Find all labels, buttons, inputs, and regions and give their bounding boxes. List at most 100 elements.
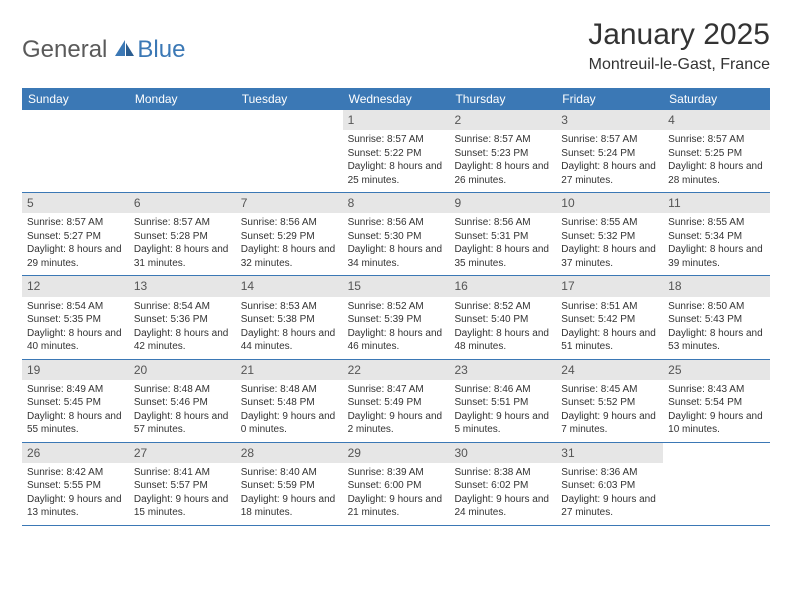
day-number: 18 <box>663 276 770 296</box>
day-number: 14 <box>236 276 343 296</box>
sunrise-line: Sunrise: 8:55 AM <box>561 216 658 230</box>
sunset-line: Sunset: 5:30 PM <box>348 230 445 244</box>
day-number: 30 <box>449 443 556 463</box>
daylight-line: Daylight: 8 hours and 37 minutes. <box>561 243 658 270</box>
weekday-header-cell: Friday <box>556 88 663 110</box>
sunset-line: Sunset: 5:42 PM <box>561 313 658 327</box>
sunset-line: Sunset: 5:32 PM <box>561 230 658 244</box>
day-cell: 28Sunrise: 8:40 AMSunset: 5:59 PMDayligh… <box>236 443 343 525</box>
day-cell: 19Sunrise: 8:49 AMSunset: 5:45 PMDayligh… <box>22 360 129 442</box>
sunrise-line: Sunrise: 8:42 AM <box>27 466 124 480</box>
sunrise-line: Sunrise: 8:56 AM <box>348 216 445 230</box>
day-cell: 22Sunrise: 8:47 AMSunset: 5:49 PMDayligh… <box>343 360 450 442</box>
sunset-line: Sunset: 5:34 PM <box>668 230 765 244</box>
day-cell: 6Sunrise: 8:57 AMSunset: 5:28 PMDaylight… <box>129 193 236 275</box>
sunrise-line: Sunrise: 8:55 AM <box>668 216 765 230</box>
daylight-line: Daylight: 8 hours and 28 minutes. <box>668 160 765 187</box>
day-cell: 17Sunrise: 8:51 AMSunset: 5:42 PMDayligh… <box>556 276 663 358</box>
sunset-line: Sunset: 5:46 PM <box>134 396 231 410</box>
day-cell: 5Sunrise: 8:57 AMSunset: 5:27 PMDaylight… <box>22 193 129 275</box>
day-number: 15 <box>343 276 450 296</box>
day-number: 9 <box>449 193 556 213</box>
sunrise-line: Sunrise: 8:50 AM <box>668 300 765 314</box>
daylight-line: Daylight: 9 hours and 5 minutes. <box>454 410 551 437</box>
brand-text-general: General <box>22 36 107 64</box>
sunrise-line: Sunrise: 8:57 AM <box>348 133 445 147</box>
sunset-line: Sunset: 5:43 PM <box>668 313 765 327</box>
sunset-line: Sunset: 5:57 PM <box>134 479 231 493</box>
sunrise-line: Sunrise: 8:54 AM <box>27 300 124 314</box>
sunset-line: Sunset: 6:02 PM <box>454 479 551 493</box>
sunset-line: Sunset: 6:03 PM <box>561 479 658 493</box>
sunset-line: Sunset: 5:59 PM <box>241 479 338 493</box>
day-cell: 8Sunrise: 8:56 AMSunset: 5:30 PMDaylight… <box>343 193 450 275</box>
day-cell: 2Sunrise: 8:57 AMSunset: 5:23 PMDaylight… <box>449 110 556 192</box>
daylight-line: Daylight: 8 hours and 35 minutes. <box>454 243 551 270</box>
daylight-line: Daylight: 9 hours and 0 minutes. <box>241 410 338 437</box>
day-cell: 16Sunrise: 8:52 AMSunset: 5:40 PMDayligh… <box>449 276 556 358</box>
day-number: 11 <box>663 193 770 213</box>
daylight-line: Daylight: 9 hours and 24 minutes. <box>454 493 551 520</box>
day-number: 31 <box>556 443 663 463</box>
day-number: 22 <box>343 360 450 380</box>
day-cell: 9Sunrise: 8:56 AMSunset: 5:31 PMDaylight… <box>449 193 556 275</box>
day-cell: 4Sunrise: 8:57 AMSunset: 5:25 PMDaylight… <box>663 110 770 192</box>
daylight-line: Daylight: 8 hours and 39 minutes. <box>668 243 765 270</box>
sunset-line: Sunset: 5:40 PM <box>454 313 551 327</box>
daylight-line: Daylight: 9 hours and 10 minutes. <box>668 410 765 437</box>
day-cell: 13Sunrise: 8:54 AMSunset: 5:36 PMDayligh… <box>129 276 236 358</box>
sunset-line: Sunset: 5:35 PM <box>27 313 124 327</box>
day-number: 23 <box>449 360 556 380</box>
day-cell: 11 Sunrise: 8:55 AMSunset: 5:34 PMDayligh… <box>663 193 770 275</box>
day-number: 10 <box>556 193 663 213</box>
sunset-line: Sunset: 5:22 PM <box>348 147 445 161</box>
day-cell: 7Sunrise: 8:56 AMSunset: 5:29 PMDaylight… <box>236 193 343 275</box>
day-cell: 21Sunrise: 8:48 AMSunset: 5:48 PMDayligh… <box>236 360 343 442</box>
sunrise-line: Sunrise: 8:57 AM <box>561 133 658 147</box>
brand-text-blue: Blue <box>137 36 185 64</box>
day-number: 13 <box>129 276 236 296</box>
weekday-header-cell: Wednesday <box>343 88 450 110</box>
sunrise-line: Sunrise: 8:57 AM <box>668 133 765 147</box>
daylight-line: Daylight: 8 hours and 31 minutes. <box>134 243 231 270</box>
sunrise-line: Sunrise: 8:46 AM <box>454 383 551 397</box>
day-number: 5 <box>22 193 129 213</box>
weekday-header-cell: Saturday <box>663 88 770 110</box>
sunrise-line: Sunrise: 8:53 AM <box>241 300 338 314</box>
sunset-line: Sunset: 5:48 PM <box>241 396 338 410</box>
day-cell: 14Sunrise: 8:53 AMSunset: 5:38 PMDayligh… <box>236 276 343 358</box>
day-number: 25 <box>663 360 770 380</box>
day-cell: 31Sunrise: 8:36 AMSunset: 6:03 PMDayligh… <box>556 443 663 525</box>
day-number: 7 <box>236 193 343 213</box>
sunrise-line: Sunrise: 8:45 AM <box>561 383 658 397</box>
brand-sail-icon <box>111 38 135 58</box>
sunset-line: Sunset: 5:49 PM <box>348 396 445 410</box>
day-cell: 25Sunrise: 8:43 AMSunset: 5:54 PMDayligh… <box>663 360 770 442</box>
sunset-line: Sunset: 5:31 PM <box>454 230 551 244</box>
daylight-line: Daylight: 8 hours and 44 minutes. <box>241 327 338 354</box>
sunrise-line: Sunrise: 8:54 AM <box>134 300 231 314</box>
day-number: 16 <box>449 276 556 296</box>
daylight-line: Daylight: 8 hours and 29 minutes. <box>27 243 124 270</box>
day-number: 26 <box>22 443 129 463</box>
sunset-line: Sunset: 5:39 PM <box>348 313 445 327</box>
daylight-line: Daylight: 9 hours and 15 minutes. <box>134 493 231 520</box>
sunset-line: Sunset: 5:24 PM <box>561 147 658 161</box>
daylight-line: Daylight: 8 hours and 57 minutes. <box>134 410 231 437</box>
sunrise-line: Sunrise: 8:40 AM <box>241 466 338 480</box>
sunrise-line: Sunrise: 8:52 AM <box>454 300 551 314</box>
day-number: 21 <box>236 360 343 380</box>
weeks-container: 1Sunrise: 8:57 AMSunset: 5:22 PMDaylight… <box>22 110 770 526</box>
day-cell: 26Sunrise: 8:42 AMSunset: 5:55 PMDayligh… <box>22 443 129 525</box>
day-number: 20 <box>129 360 236 380</box>
weekday-header-cell: Thursday <box>449 88 556 110</box>
brand-logo: General Blue <box>22 36 185 64</box>
day-number: 1 <box>343 110 450 130</box>
sunrise-line: Sunrise: 8:49 AM <box>27 383 124 397</box>
daylight-line: Daylight: 8 hours and 26 minutes. <box>454 160 551 187</box>
sunrise-line: Sunrise: 8:36 AM <box>561 466 658 480</box>
week-row: 19Sunrise: 8:49 AMSunset: 5:45 PMDayligh… <box>22 360 770 443</box>
sunrise-line: Sunrise: 8:43 AM <box>668 383 765 397</box>
weekday-header-cell: Monday <box>129 88 236 110</box>
day-cell: 15Sunrise: 8:52 AMSunset: 5:39 PMDayligh… <box>343 276 450 358</box>
